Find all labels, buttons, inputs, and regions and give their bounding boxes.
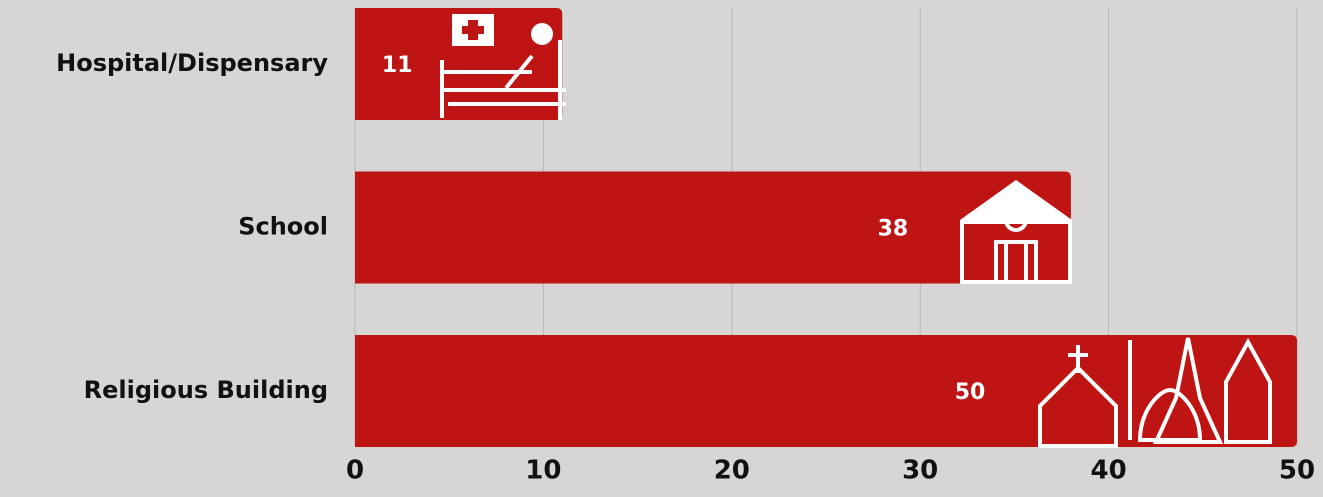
bar (355, 335, 1297, 447)
category-label: School (238, 213, 328, 241)
icon (1224, 337, 1272, 444)
category-label: Religious Building (84, 376, 328, 404)
bars (355, 8, 1297, 447)
icon (1004, 208, 1028, 232)
x-tick-label: 20 (714, 456, 750, 486)
icons (440, 14, 1272, 448)
icon (531, 23, 553, 45)
x-tick-label: 40 (1091, 456, 1127, 486)
x-tick-label: 0 (346, 456, 364, 486)
value-label: 38 (878, 217, 909, 242)
category-label: Hospital/Dispensary (56, 49, 328, 77)
x-tick-label: 10 (525, 456, 561, 486)
x-tick-label: 50 (1279, 456, 1315, 486)
icon (440, 40, 566, 120)
icon (462, 20, 484, 40)
x-tick-label: 30 (902, 456, 938, 486)
icon (960, 220, 1072, 284)
icon (1038, 345, 1118, 448)
value-label: 11 (382, 53, 413, 78)
icon (1152, 337, 1224, 444)
icon (1128, 340, 1203, 442)
icon (960, 172, 1072, 220)
bar (355, 171, 1071, 284)
value-label: 50 (955, 380, 986, 405)
